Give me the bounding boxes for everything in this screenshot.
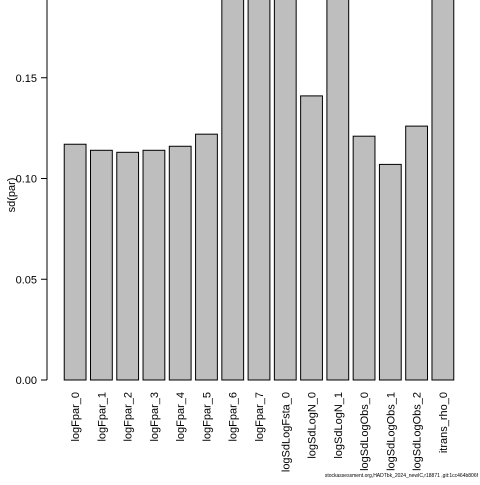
x-category-label: logFpar_3 [149, 392, 161, 442]
y-tick-label: 0.15 [16, 73, 37, 85]
bar-logSdLogFsta_0 [273, 0, 297, 381]
bar-logFpar_0 [63, 143, 87, 381]
footnote: stockassessment.org,HADTbk_2024_newIC,r1… [325, 473, 479, 479]
bar-logFpar_5 [195, 133, 218, 381]
x-axis-labels: logFpar_0 logFpar_1 logFpar_2 logFpar_3 logF… [70, 392, 450, 472]
y-axis-title: sd(par) [6, 178, 18, 213]
bar-logFpar_1 [90, 149, 113, 381]
y-tick-label: 0.05 [16, 274, 37, 286]
x-category-label: logSdLogFsta_0 [280, 392, 292, 472]
y-tick-label: 0.00 [16, 375, 37, 387]
x-category-label: logSdLogObs_0 [359, 392, 371, 471]
bars-layer [63, 0, 455, 381]
bar-logSdLogObs_0 [352, 135, 376, 381]
x-category-label: logSdLogObs_1 [385, 392, 397, 471]
x-category-label: logSdLogObs_2 [412, 392, 424, 471]
bar-logFpar_6 [221, 0, 245, 381]
x-category-label: logFpar_6 [228, 392, 240, 442]
y-axis: 0.000.050.100.150.200.250.300.35 [16, 0, 48, 387]
bar-itrans_rho_0 [431, 0, 455, 381]
y-tick-label: 0.10 [16, 174, 37, 186]
bar-logSdLogN_1 [326, 0, 350, 381]
bar-logFpar_4 [168, 145, 192, 381]
x-category-label: itrans_rho_0 [438, 392, 450, 453]
x-category-label: logSdLogN_1 [333, 392, 345, 459]
x-category-label: logFpar_0 [70, 392, 82, 442]
bar-logFpar_7 [247, 0, 271, 381]
bar-logSdLogObs_2 [405, 125, 429, 381]
x-category-label: logFpar_7 [254, 392, 266, 442]
x-category-label: logFpar_2 [123, 392, 135, 442]
x-category-label: logFpar_5 [201, 392, 213, 442]
x-category-label: logFpar_1 [96, 392, 108, 442]
bar-logSdLogN_0 [300, 95, 323, 381]
x-category-label: logSdLogN_0 [307, 392, 319, 459]
bar-logFpar_2 [116, 151, 140, 381]
bar-logFpar_3 [142, 149, 166, 381]
bar-logSdLogObs_1 [378, 163, 402, 381]
x-category-label: logFpar_4 [175, 392, 187, 442]
